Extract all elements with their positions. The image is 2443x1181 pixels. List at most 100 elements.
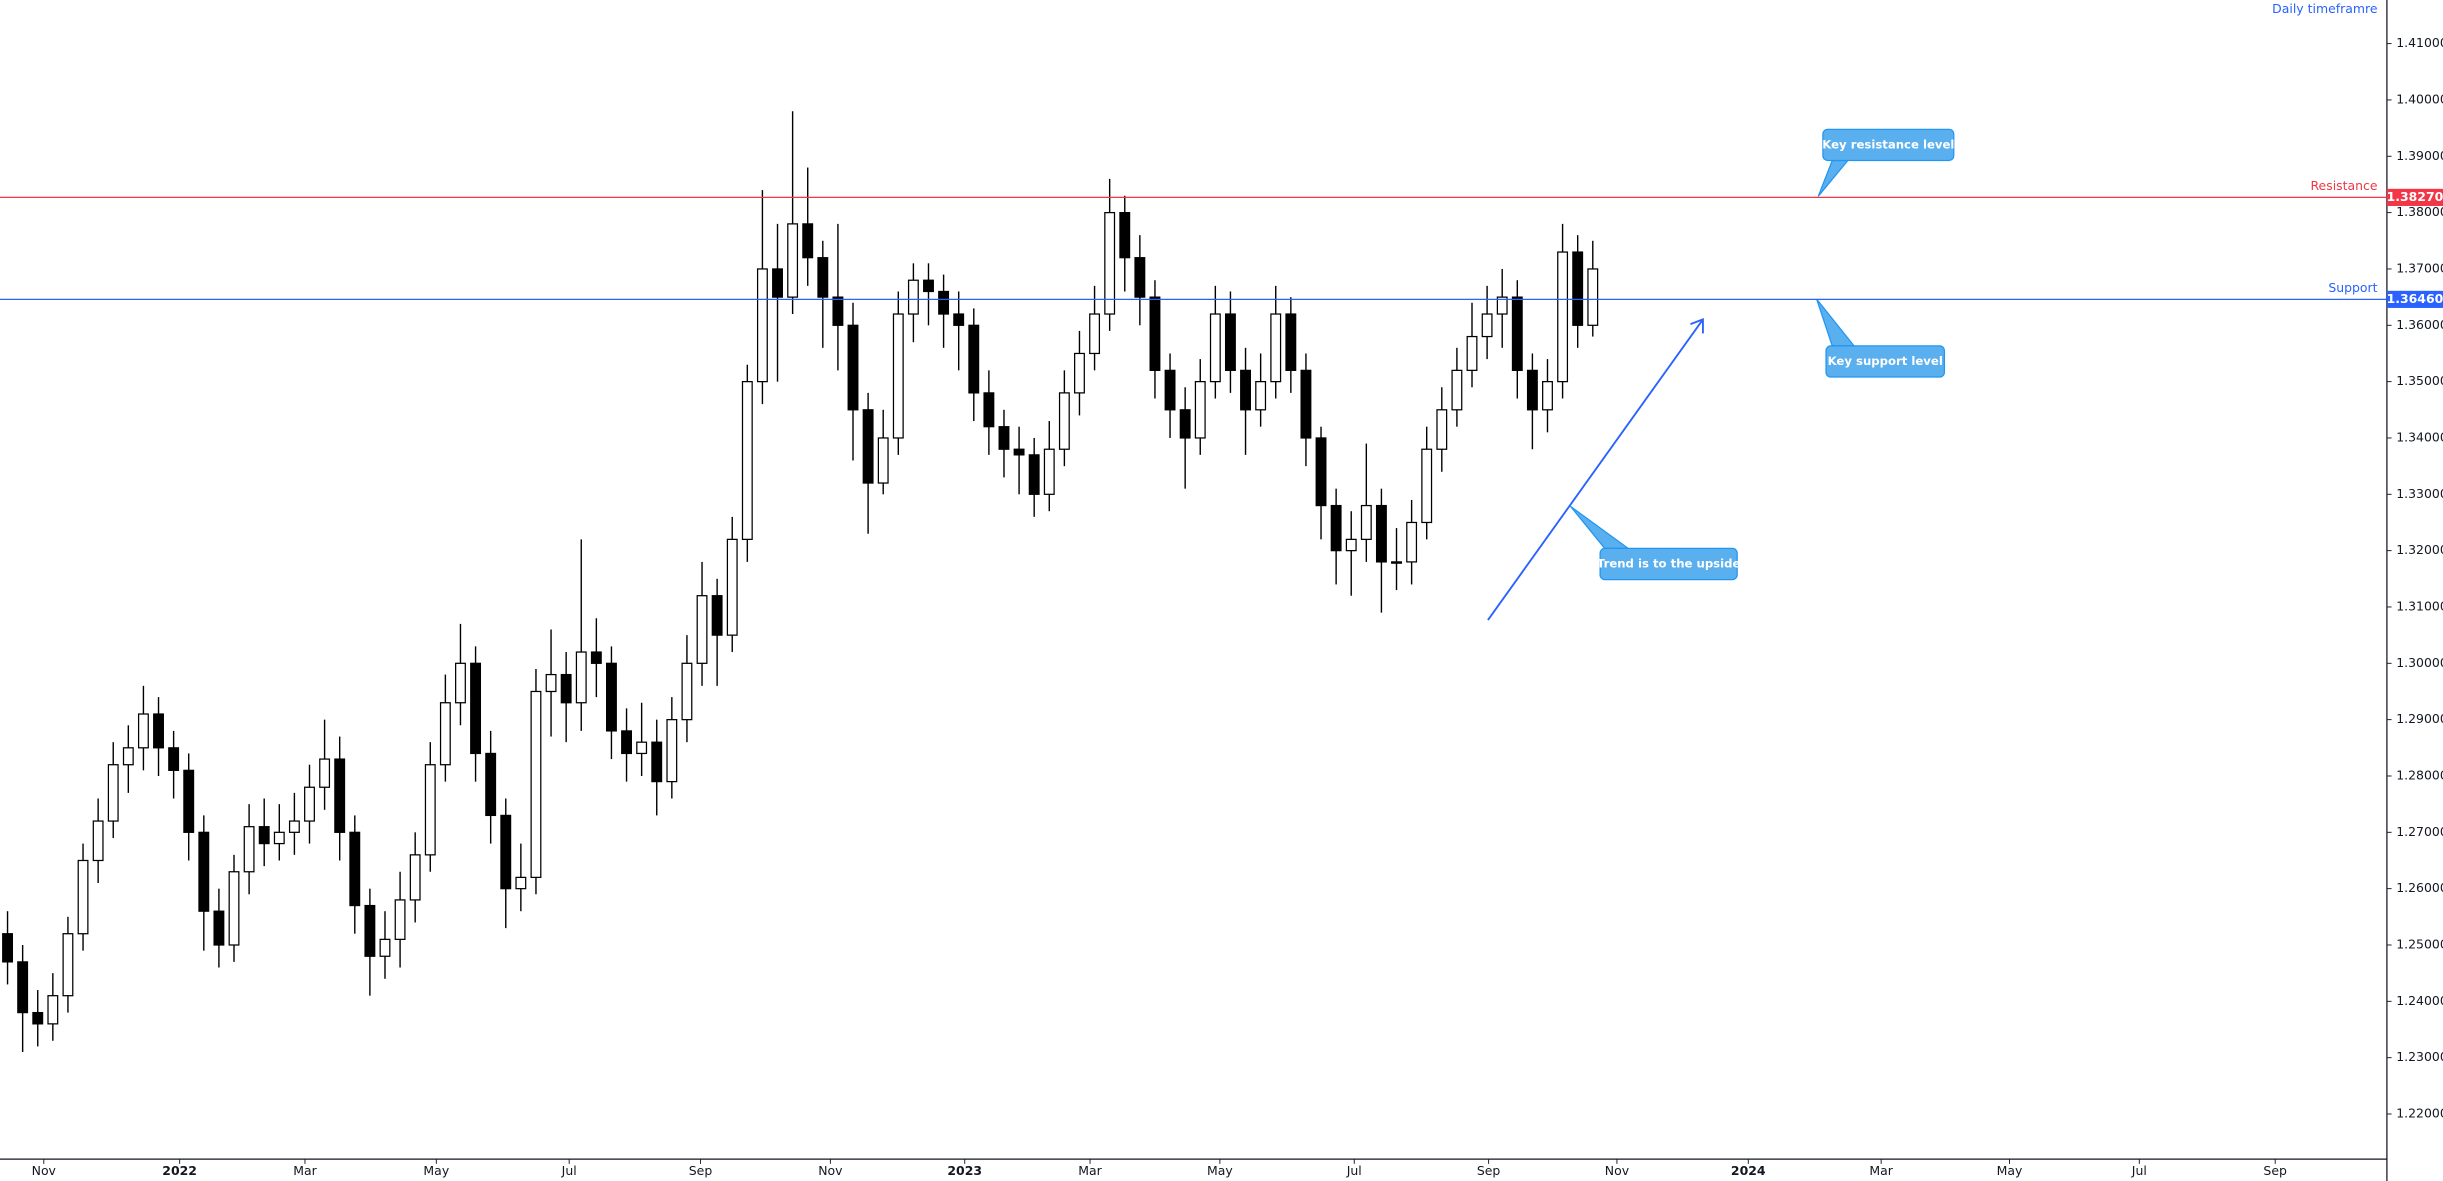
candle-body [877, 437, 889, 484]
candle-body [470, 662, 482, 755]
level-name: Support [2328, 280, 2377, 295]
candle [1179, 387, 1191, 489]
candle-body [2, 933, 14, 963]
candle-body [666, 719, 678, 783]
candle [772, 223, 783, 382]
candle [530, 668, 542, 895]
x-tick-label: May [423, 1163, 449, 1178]
candle [1164, 353, 1176, 438]
candle-body [1013, 448, 1025, 456]
candle-body [636, 741, 648, 755]
candle [953, 291, 965, 371]
candle [1028, 437, 1040, 517]
plot [2, 111, 1599, 1053]
candle-body [1481, 313, 1493, 338]
candle-body [1028, 454, 1040, 495]
candle-body [153, 713, 164, 749]
candle-body [1572, 251, 1584, 326]
callout: Key resistance level [1817, 128, 1955, 197]
candle-body [273, 831, 285, 845]
candle [32, 990, 44, 1047]
candle-body [756, 268, 768, 383]
y-tick-label: 1.40000 [2396, 91, 2443, 106]
y-tick-label: 1.26000 [2396, 880, 2443, 895]
candle [726, 516, 738, 653]
candle-body [47, 995, 59, 1025]
candle-body [1240, 369, 1251, 411]
candle-body [500, 814, 512, 890]
candle-body [1300, 369, 1312, 439]
y-tick-label: 1.37000 [2396, 260, 2443, 275]
candle [1074, 330, 1085, 416]
y-tick-label: 1.31000 [2396, 598, 2443, 613]
candle [651, 719, 663, 816]
candle-body [439, 702, 451, 766]
candle [696, 561, 708, 686]
candle [998, 409, 1010, 478]
candle [545, 629, 557, 737]
candle [122, 725, 134, 793]
candle [228, 854, 240, 962]
candle-body [364, 904, 376, 957]
candle [470, 646, 482, 782]
y-tick-label: 1.23000 [2396, 1049, 2443, 1064]
candle [1315, 426, 1327, 540]
candle-body [1542, 381, 1553, 411]
level-value: 1.38270 [2387, 189, 2443, 204]
candle [304, 764, 315, 844]
candle-body [802, 223, 814, 259]
candle [877, 409, 889, 495]
candle-body [923, 279, 934, 293]
candle-body [1164, 369, 1176, 411]
candle-body [1391, 561, 1402, 564]
candle [439, 674, 451, 782]
candle-body [651, 741, 663, 783]
candle-body [107, 764, 119, 822]
candle [1587, 240, 1599, 337]
candle-body [907, 279, 919, 315]
candle-body [288, 820, 300, 833]
candle [1104, 178, 1116, 331]
callout: Key support level [1816, 298, 1946, 378]
candle [1542, 359, 1553, 433]
candle [77, 843, 89, 951]
level-name: Resistance [2310, 178, 2377, 193]
candle-body [198, 831, 210, 912]
candle [1481, 285, 1493, 360]
candle-body [1436, 409, 1448, 450]
candle-body [605, 662, 617, 732]
candle-body [1451, 369, 1463, 411]
candle [590, 618, 602, 698]
x-tick-label: Jul [561, 1163, 577, 1178]
candle-body [983, 392, 995, 428]
callout-text: Key resistance level [1822, 137, 1954, 151]
candle-body [1285, 313, 1297, 371]
candle [605, 646, 617, 760]
candle [1375, 488, 1387, 613]
candle [1496, 268, 1508, 348]
candle-body [1224, 313, 1236, 371]
callout-text: Key support level [1828, 354, 1943, 368]
candle-body [1315, 437, 1327, 507]
callout-box [1825, 345, 1946, 378]
candle [1572, 235, 1584, 348]
candle-body [137, 713, 149, 749]
x-tick-label: Nov [32, 1163, 56, 1178]
candle-body [711, 595, 723, 636]
candle [787, 111, 799, 315]
candle-body [424, 764, 436, 856]
x-tick-label: 2024 [1731, 1163, 1766, 1178]
y-tick-label: 1.24000 [2396, 993, 2443, 1008]
y-tick-label: 1.41000 [2396, 35, 2443, 50]
callout-box [1822, 128, 1955, 162]
candle-body [696, 595, 708, 664]
candle [1240, 347, 1251, 455]
y-tick-label: 1.32000 [2396, 542, 2443, 557]
candle-body [1255, 381, 1267, 411]
x-tick-label: Nov [818, 1163, 842, 1178]
candle [1119, 195, 1131, 292]
candle [364, 888, 376, 996]
x-tick-label: 2022 [162, 1163, 197, 1178]
candle [1360, 443, 1372, 562]
candle [1013, 426, 1025, 495]
